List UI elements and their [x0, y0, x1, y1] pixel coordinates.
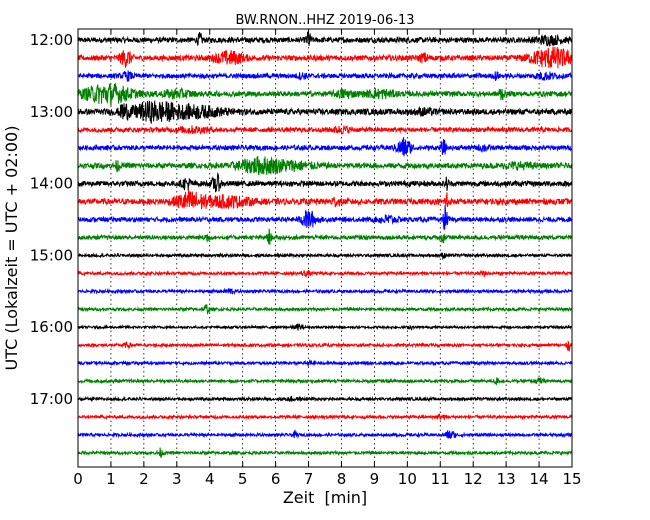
trace-1315 [77, 124, 573, 136]
x-tick-label: 3 [172, 470, 182, 488]
x-tick-label: 8 [337, 470, 347, 488]
x-axis-ticks: 0 1 2 3 4 5 6 7 8 9 10 11 12 13 14 15 [73, 29, 582, 488]
x-tick-label: 9 [370, 470, 380, 488]
x-tick-label: 6 [271, 470, 281, 488]
trace-1715 [77, 413, 573, 421]
trace-1445 [77, 228, 573, 245]
y-axis-ticks: 12:00 13:00 14:00 15:00 16:00 17:00 [30, 31, 572, 408]
trace-1300 [77, 100, 573, 124]
trace-1330 [77, 136, 573, 157]
x-tick-label: 10 [398, 470, 417, 488]
x-tick-label: 12 [464, 470, 483, 488]
y-tick-label: 14:00 [30, 175, 73, 193]
x-tick-label: 13 [497, 470, 516, 488]
x-tick-label: 7 [304, 470, 314, 488]
x-tick-label: 11 [431, 470, 450, 488]
trace-1230 [77, 70, 573, 82]
x-axis-label: Zeit [min] [283, 488, 367, 507]
y-tick-label: 16:00 [30, 318, 73, 336]
y-axis-label: UTC (Lokalzeit = UTC + 02:00) [2, 126, 21, 371]
trace-1600 [77, 322, 573, 331]
trace-1415 [77, 189, 573, 209]
trace-1215 [77, 46, 573, 69]
x-tick-label: 2 [139, 470, 149, 488]
x-tick-label: 15 [562, 470, 581, 488]
trace-1700 [77, 395, 573, 403]
trace-1630 [77, 359, 573, 367]
y-tick-label: 15:00 [30, 246, 73, 264]
grid-lines [110, 29, 540, 467]
trace-1400 [77, 171, 573, 193]
x-tick-label: 14 [530, 470, 549, 488]
trace-1430 [77, 205, 573, 230]
trace-1515 [77, 269, 573, 278]
trace-1345 [77, 156, 573, 176]
trace-1545 [77, 304, 573, 315]
x-tick-label: 5 [238, 470, 248, 488]
trace-1500 [77, 252, 573, 261]
y-tick-label: 17:00 [30, 390, 73, 408]
seismic-traces [77, 31, 573, 459]
y-tick-label: 12:00 [30, 31, 73, 49]
trace-1245 [77, 82, 573, 106]
trace-1745 [77, 447, 573, 459]
x-tick-label: 4 [205, 470, 215, 488]
trace-1730 [77, 429, 573, 439]
trace-1645 [77, 377, 573, 386]
trace-1615 [77, 339, 573, 352]
y-tick-label: 13:00 [30, 103, 73, 121]
x-tick-label: 1 [106, 470, 116, 488]
plot-frame [77, 28, 573, 468]
trace-1530 [77, 287, 573, 296]
x-tick-label: 0 [73, 470, 83, 488]
chart-title: BW.RNON..HHZ 2019-06-13 [235, 13, 414, 28]
trace-1200 [77, 31, 573, 47]
